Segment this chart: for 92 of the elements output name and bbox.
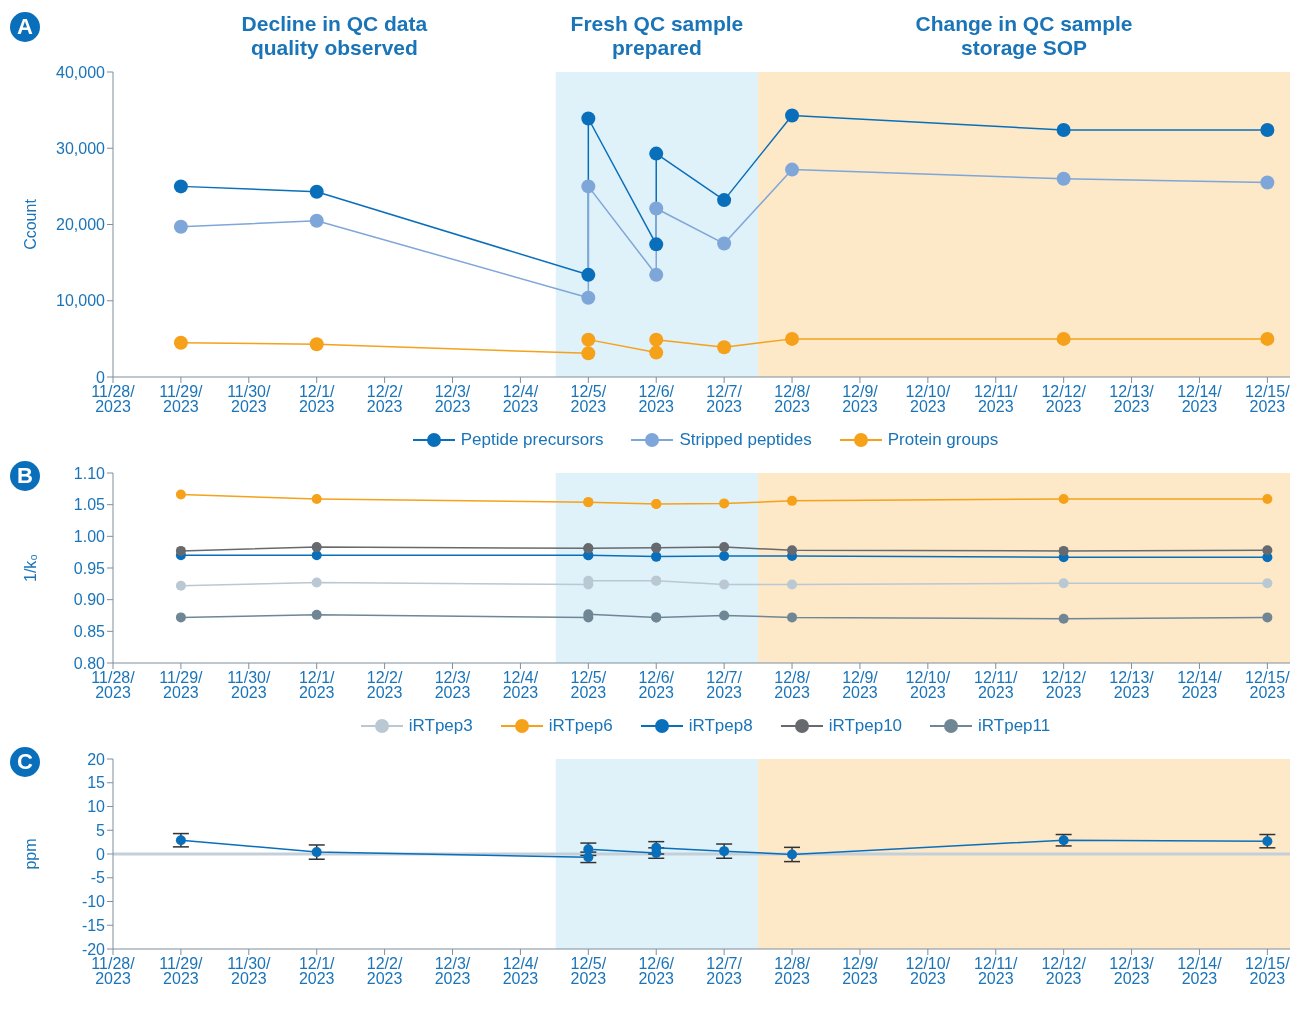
x-tick-label: 12/6/2023 [638,383,675,415]
y-tick-label: 0 [96,368,106,386]
x-tick-label: 12/11/2023 [974,955,1018,987]
x-tick-label: 12/5/2023 [570,955,607,987]
x-tick-label: 12/7/2023 [706,955,743,987]
x-tick-label: 12/11/2023 [974,383,1018,415]
y-axis-title: Ccount [21,198,39,250]
x-tick-label: 12/13/2023 [1109,955,1155,987]
y-tick-label: 40,000 [56,63,106,81]
x-tick-label: 12/12/2023 [1041,383,1087,415]
y-tick-label: 20,000 [56,216,106,234]
y-tick-label: -10 [81,893,106,911]
x-tick-label: 12/3/2023 [434,383,471,415]
x-tick-label: 11/29/2023 [159,955,204,987]
y-tick-label: 1.00 [73,528,106,546]
chart-title: C [10,747,40,777]
x-tick-label: 12/2/2023 [366,955,403,987]
x-tick-label: 12/2/2023 [366,669,403,701]
y-tick-label: 0.90 [73,591,106,609]
x-tick-label: 12/11/2023 [974,669,1018,701]
y-tick-label: 15 [87,774,106,792]
x-tick-label: 12/10/2023 [905,383,951,415]
x-tick-label: 12/4/2023 [502,955,539,987]
y-tick-label: 10 [87,798,106,816]
legend-label: iRTpep8 [688,716,753,736]
legend-label: Peptide precursors [460,430,604,450]
x-tick-label: 12/9/2023 [842,383,879,415]
x-tick-label: 12/8/2023 [774,669,811,701]
x-tick-label: 11/29/2023 [159,383,204,415]
band-label: Change in QC sample storage SOP [914,12,1134,60]
y-tick-label: 10,000 [56,292,106,310]
chart-title: B [10,461,40,491]
x-tick-label: 12/12/2023 [1041,955,1087,987]
x-tick-label: 12/10/2023 [905,669,951,701]
y-tick-label: 0 [96,845,106,863]
x-tick-label: 12/6/2023 [638,955,675,987]
legend-label: iRTpep10 [828,716,903,736]
x-tick-label: 11/28/2023 [91,669,136,701]
x-tick-label: 12/13/2023 [1109,383,1155,415]
x-tick-label: 12/9/2023 [842,955,879,987]
legend-label: Stripped peptides [679,430,812,450]
text: Decline in QC data quality observed [240,12,429,60]
y-tick-label: -5 [90,869,106,887]
x-tick-label: 12/9/2023 [842,669,879,701]
x-tick-label: 12/8/2023 [774,383,811,415]
y-tick-label: 5 [96,821,106,839]
x-tick-label: 12/8/2023 [774,955,811,987]
x-tick-label: 11/30/2023 [227,383,272,415]
y-axis-title: 1/k₀ [21,554,39,582]
x-tick-label: 12/1/2023 [298,669,336,701]
x-tick-label: 11/30/2023 [227,669,272,701]
x-tick-label: 12/1/2023 [298,955,336,987]
x-tick-label: 12/3/2023 [434,669,471,701]
x-tick-label: 12/15/2023 [1245,383,1291,415]
x-tick-label: 12/15/2023 [1245,955,1291,987]
x-tick-label: 11/30/2023 [227,955,272,987]
y-tick-label: 20 [87,750,106,768]
x-tick-label: 12/5/2023 [570,383,607,415]
y-axis-title: ppm [21,838,39,870]
x-tick-label: 12/12/2023 [1041,669,1087,701]
x-tick-label: 11/28/2023 [91,955,136,987]
y-tick-label: -15 [81,916,106,934]
legend-label: iRTpep3 [408,716,473,736]
y-tick-label: 30,000 [56,139,106,157]
x-tick-label: 12/7/2023 [706,383,743,415]
chart-title: A [10,12,40,42]
band-label: Fresh QC sample prepared [569,12,745,60]
x-tick-label: 12/14/2023 [1177,669,1223,701]
x-tick-label: 12/7/2023 [706,669,743,701]
legend-label: iRTpep6 [548,716,613,736]
y-tick-label: 0.85 [73,623,106,641]
x-tick-label: 12/13/2023 [1109,669,1155,701]
x-tick-label: 12/6/2023 [638,669,675,701]
x-tick-label: 11/29/2023 [159,669,204,701]
x-tick-label: 12/4/2023 [502,669,539,701]
x-tick-label: 12/10/2023 [905,955,951,987]
x-tick-label: 12/4/2023 [502,383,539,415]
y-tick-label: 1.05 [73,496,106,514]
x-tick-label: 12/5/2023 [570,669,607,701]
x-tick-label: 12/1/2023 [298,383,336,415]
x-tick-label: 12/3/2023 [434,955,471,987]
x-tick-label: 12/14/2023 [1177,955,1223,987]
y-tick-label: -20 [81,940,106,958]
y-tick-label: 0.95 [73,559,106,577]
y-tick-label: 1.10 [73,464,106,482]
x-tick-label: 12/14/2023 [1177,383,1223,415]
legend-label: Protein groups [887,430,999,450]
legend-label: iRTpep11 [978,716,1051,736]
x-tick-label: 11/28/2023 [91,383,136,415]
x-tick-label: 12/15/2023 [1245,669,1291,701]
x-tick-label: 12/2/2023 [366,383,403,415]
y-tick-label: 0.80 [73,654,106,672]
